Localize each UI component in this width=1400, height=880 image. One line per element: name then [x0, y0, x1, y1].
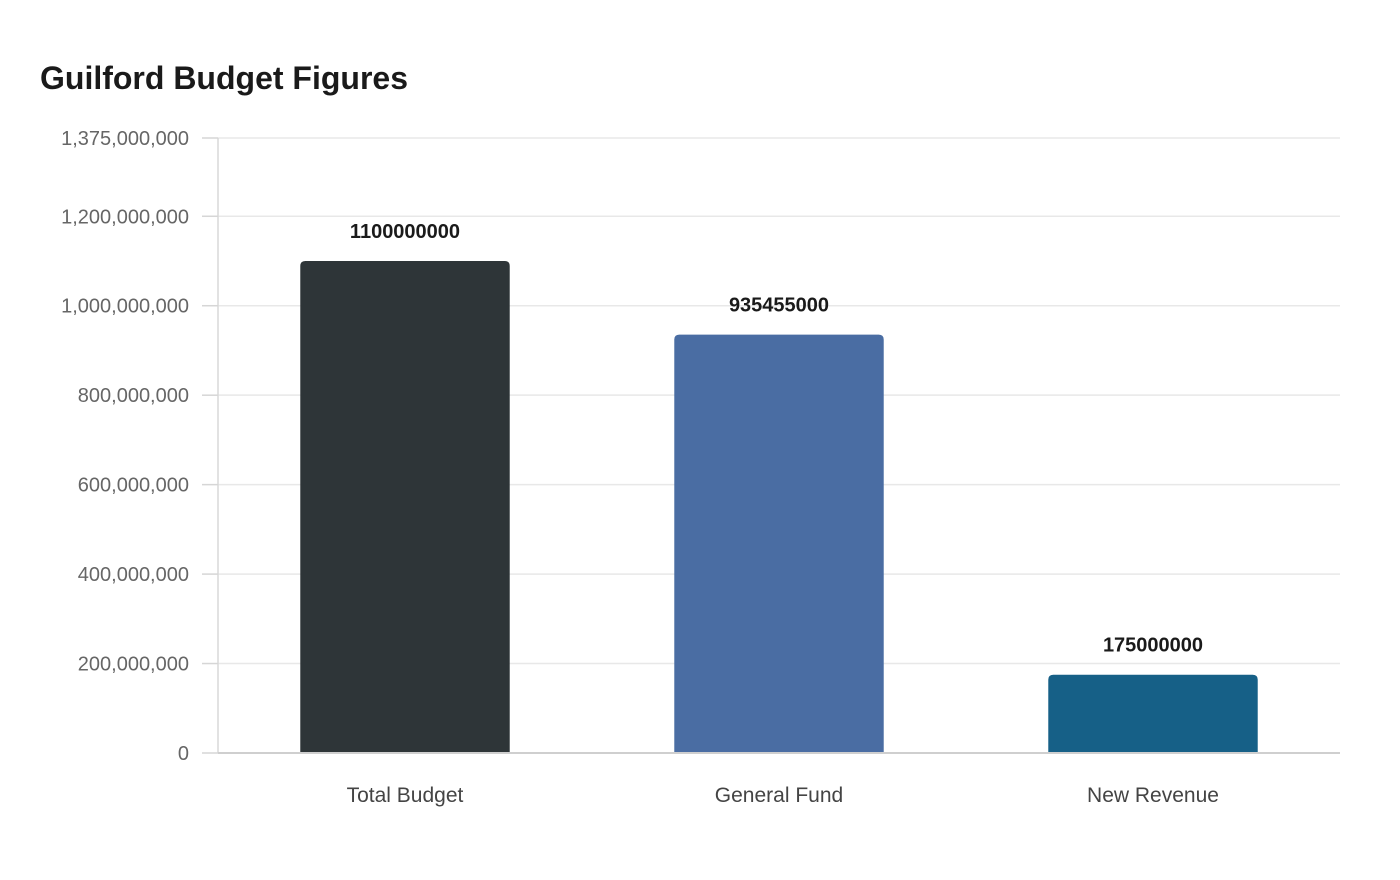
y-tick-label: 0	[178, 743, 189, 765]
y-tick-label: 600,000,000	[78, 475, 189, 497]
y-axis-ticks: 0 200,000,000 400,000,000 600,000,000 800,00…	[61, 128, 218, 765]
y-tick-label: 800,000,000	[78, 385, 189, 407]
y-tick-label: 1,375,000,000	[61, 128, 189, 150]
x-tick-label: Total Budget	[347, 784, 464, 807]
y-tick-label: 1,200,000,000	[61, 206, 189, 228]
y-tick-label: 400,000,000	[78, 564, 189, 586]
bars	[300, 261, 1258, 753]
chart-title: Guilford Budget Figures	[40, 60, 408, 96]
data-label: 1100000000	[350, 221, 460, 243]
y-tick-label: 200,000,000	[78, 654, 189, 676]
data-label: 175000000	[1103, 635, 1203, 657]
x-tick-label: General Fund	[715, 784, 843, 807]
x-axis-ticks: Total Budget General Fund New Revenue	[218, 752, 1340, 807]
bar-total-budget	[300, 261, 510, 753]
data-label: 935455000	[729, 295, 829, 317]
y-tick-label: 1,000,000,000	[61, 296, 189, 318]
bar-new-revenue	[1048, 674, 1258, 753]
bar-general-fund	[674, 334, 884, 753]
x-tick-label: New Revenue	[1087, 784, 1219, 807]
data-labels: 1100000000 935455000 175000000	[350, 221, 1203, 657]
